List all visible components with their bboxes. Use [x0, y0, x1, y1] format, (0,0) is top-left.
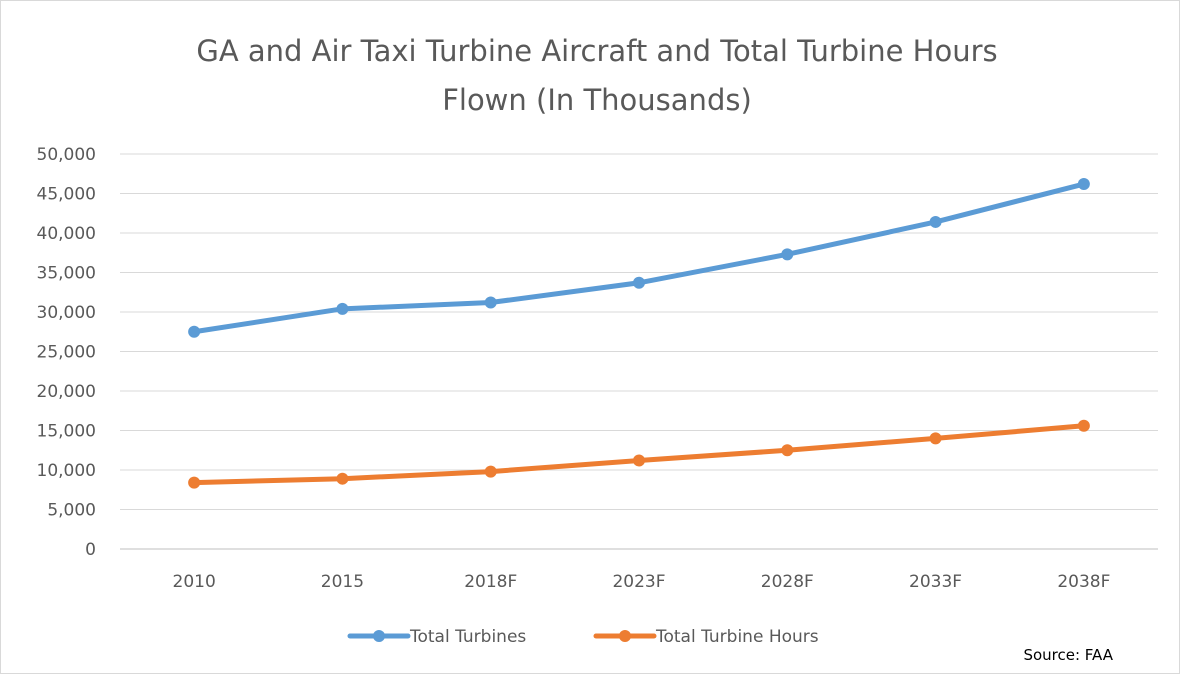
- legend-swatch-marker: [373, 630, 385, 642]
- x-tick-label: 2018F: [464, 572, 517, 592]
- y-tick-label: 40,000: [37, 224, 96, 244]
- data-point: [1077, 178, 1090, 191]
- y-tick-label: 0: [85, 540, 96, 560]
- x-tick-label: 2033F: [909, 572, 962, 592]
- data-point: [336, 472, 349, 485]
- data-point: [633, 454, 645, 467]
- data-point: [1077, 419, 1090, 432]
- y-tick-label: 30,000: [37, 303, 96, 323]
- y-tick-label: 10,000: [37, 461, 96, 481]
- y-tick-label: 20,000: [37, 382, 96, 402]
- data-point: [484, 465, 497, 478]
- data-point: [633, 276, 645, 289]
- y-axis-ticks: 0 5,000 10,000 15,000 20,000 25,000 30,000 35,0…: [37, 145, 96, 560]
- series-line: [191, 181, 1087, 335]
- x-tick-label: 2010: [173, 572, 216, 592]
- chart-title-line-1: GA and Air Taxi Turbine Aircraft and Tot…: [196, 34, 997, 68]
- data-point: [188, 476, 201, 489]
- data-point: [188, 325, 201, 338]
- x-tick-label: 2015: [321, 572, 364, 592]
- source-annotation: Source: FAA: [1023, 646, 1113, 664]
- x-tick-label: 2028F: [761, 572, 814, 592]
- data-point: [929, 432, 942, 445]
- x-tick-label: 2023F: [612, 572, 665, 592]
- y-tick-label: 35,000: [37, 264, 96, 284]
- series-total-turbine-hours: [188, 419, 1090, 489]
- legend-label: Total Turbine Hours: [655, 627, 819, 647]
- legend-swatch-marker: [619, 630, 631, 642]
- y-tick-label: 45,000: [37, 185, 96, 205]
- data-point: [484, 296, 497, 309]
- gridlines: [120, 153, 1158, 550]
- y-tick-label: 50,000: [37, 145, 96, 165]
- legend: Total Turbines Total Turbine Hours: [347, 627, 819, 647]
- legend-item: Total Turbines: [347, 627, 526, 647]
- series-total-turbines: [188, 178, 1090, 338]
- x-tick-label: 2038F: [1057, 572, 1110, 592]
- data-point: [781, 444, 794, 457]
- legend-label: Total Turbines: [409, 627, 526, 647]
- y-tick-label: 15,000: [37, 422, 96, 442]
- data-point: [929, 215, 942, 228]
- y-tick-label: 5,000: [47, 501, 96, 521]
- legend-item: Total Turbine Hours: [593, 627, 819, 647]
- series-line: [191, 423, 1087, 486]
- series-lines: [188, 178, 1090, 489]
- data-point: [336, 302, 349, 315]
- x-axis-ticks: 2010 2015 2018F 2023F 2028F 2033F 2038F: [173, 572, 1111, 592]
- y-tick-label: 25,000: [37, 343, 96, 363]
- chart-title-line-2: Flown (In Thousands): [442, 83, 752, 117]
- data-point: [781, 248, 794, 261]
